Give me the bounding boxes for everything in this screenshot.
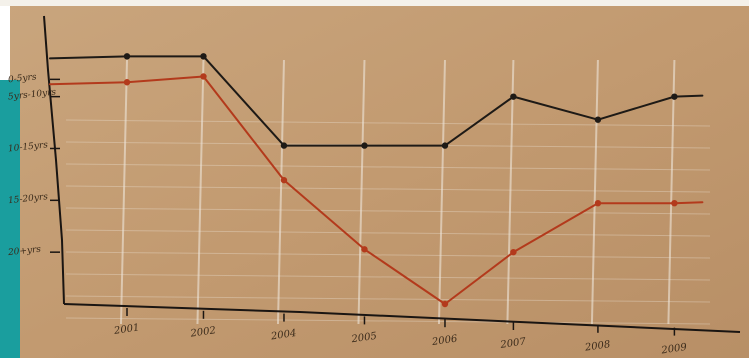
teal-edge <box>0 80 20 358</box>
axes <box>43 15 741 333</box>
grid-line-horizontal <box>65 185 711 193</box>
paper-background <box>10 0 749 358</box>
x-tick-label: 2004 <box>269 328 297 343</box>
data-point <box>361 142 368 149</box>
grid-line-vertical <box>276 59 285 325</box>
grid-line-horizontal <box>65 251 711 259</box>
grid-line-vertical <box>506 59 515 325</box>
grid-line-vertical <box>437 59 446 325</box>
series-line <box>49 75 704 305</box>
y-tick-label: 10-15yrs <box>8 140 49 154</box>
x-tick-label: 2002 <box>189 325 217 340</box>
top-white-edge <box>0 0 749 6</box>
grid-line-horizontal <box>65 163 711 171</box>
data-point <box>280 176 288 184</box>
data-point <box>594 116 602 123</box>
series-line <box>49 55 704 147</box>
data-point <box>200 73 207 80</box>
data-point <box>280 142 288 149</box>
grid-line-vertical <box>590 59 599 325</box>
x-tick-label: 2009 <box>660 342 688 357</box>
x-tick-label: 2001 <box>112 322 140 337</box>
data-point <box>441 142 449 149</box>
grid-line-vertical <box>196 59 205 325</box>
data-point <box>441 300 449 308</box>
data-point <box>123 53 131 60</box>
grid-line-horizontal <box>65 273 711 281</box>
grid-line-vertical <box>667 59 676 325</box>
data-point <box>594 200 602 207</box>
y-tick-label: 20+yrs <box>7 245 42 259</box>
grid-line-horizontal <box>65 317 711 325</box>
x-tick-labels: 2001 2002 2004 2005 2006 2007 2008 2009 <box>112 308 688 357</box>
grid-line-horizontal <box>65 119 711 127</box>
grid-line-horizontal <box>65 295 711 303</box>
data-point <box>123 79 131 86</box>
data-point <box>671 200 678 207</box>
data-point <box>510 248 517 256</box>
y-tick-label: 0-5yrs <box>8 72 38 85</box>
grid-line-horizontal <box>65 207 711 215</box>
data-point <box>200 53 207 60</box>
y-tick-label: 15-20yrs <box>8 192 49 206</box>
x-axis <box>63 303 741 333</box>
x-tick-label: 2006 <box>430 333 458 348</box>
y-axis <box>43 15 65 305</box>
x-tick-label: 2005 <box>350 331 378 346</box>
data-point <box>510 93 517 100</box>
x-tick-label: 2007 <box>499 336 527 351</box>
grid-line-horizontal <box>65 229 711 237</box>
x-tick-label: 2008 <box>583 339 611 354</box>
series-lines <box>49 53 704 308</box>
data-point <box>671 93 678 100</box>
grid-line-vertical <box>120 59 128 325</box>
data-point <box>361 246 368 253</box>
grid-line-vertical <box>357 59 366 325</box>
